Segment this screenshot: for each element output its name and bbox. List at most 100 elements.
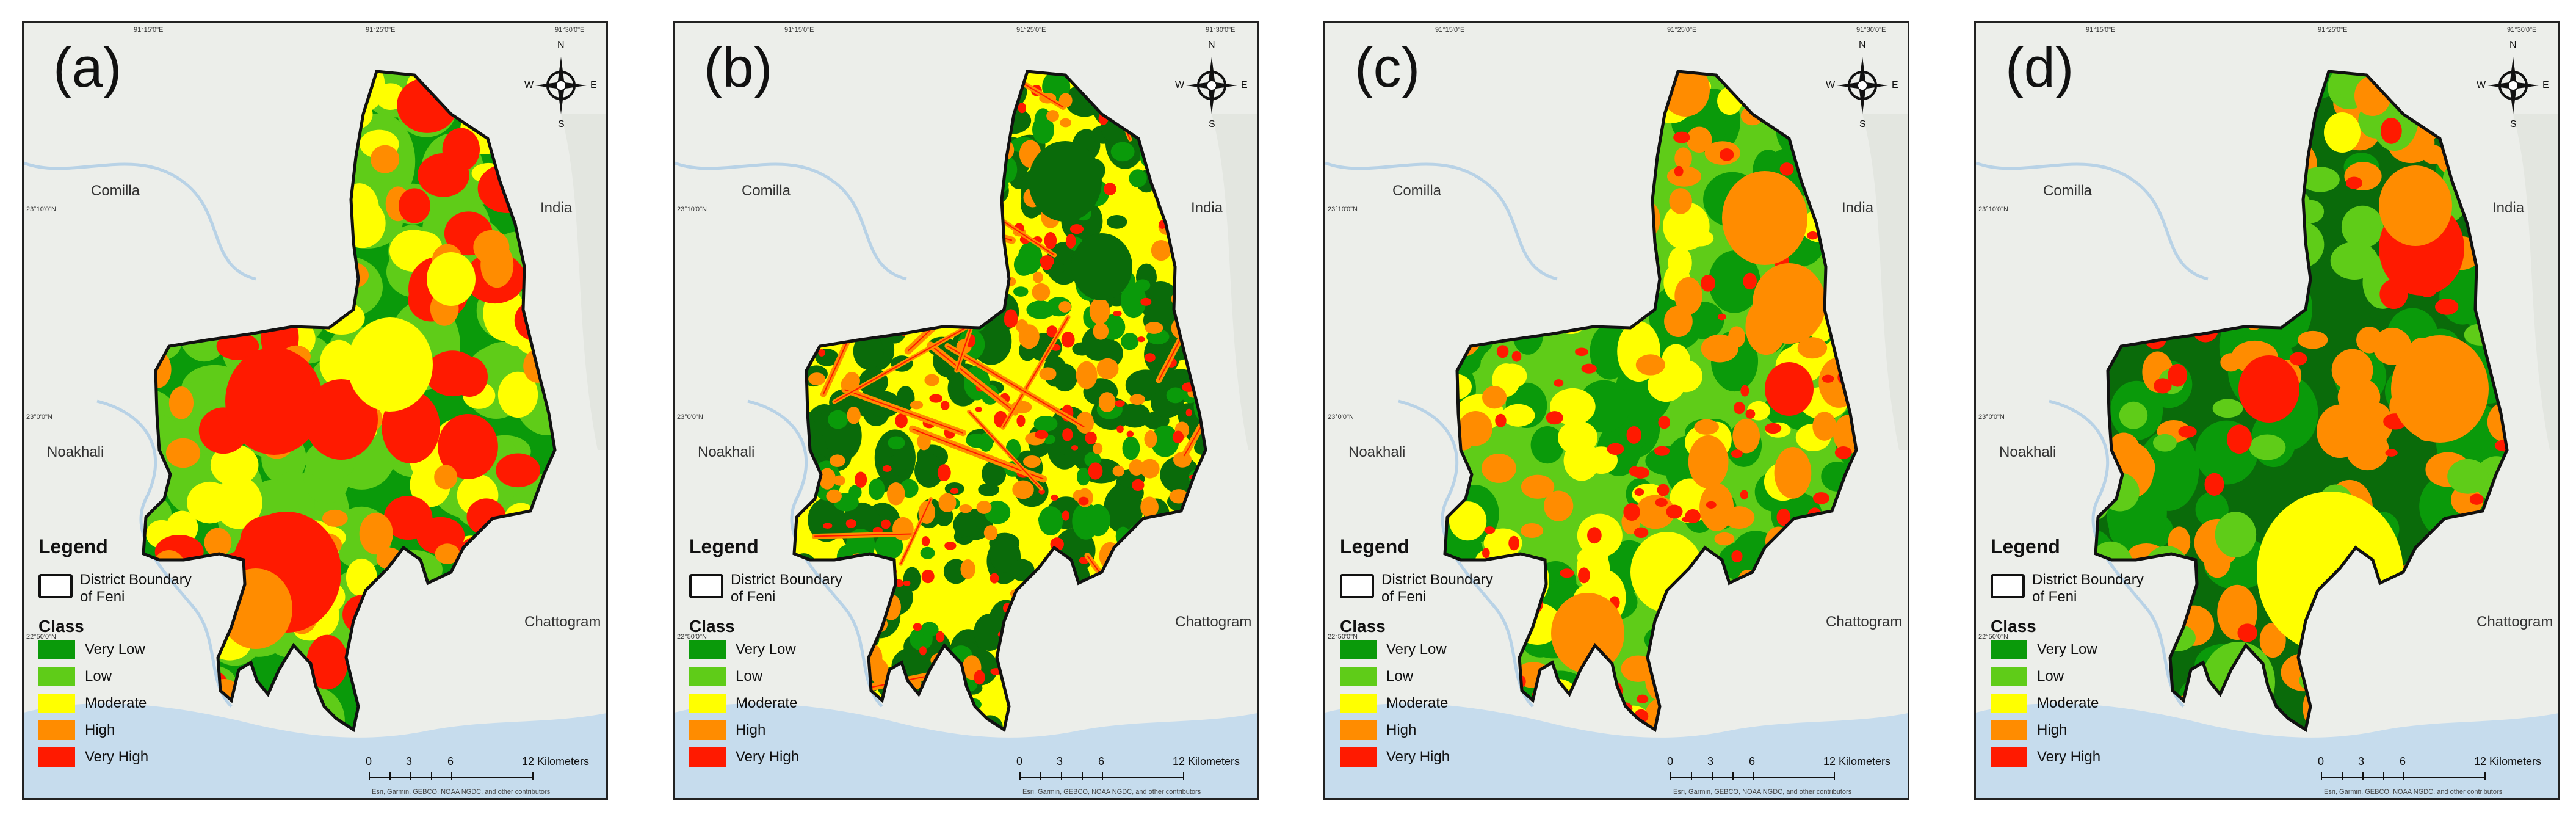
scale-tick-t3: 12 Kilometers	[522, 755, 590, 767]
map-canvas	[1976, 23, 2558, 798]
place-label-chattogram: Chattogram	[1826, 614, 1903, 630]
coordinate-tick: 23°0'0"N	[1328, 413, 1354, 421]
class-patch	[1121, 282, 1146, 319]
legend-swatch	[1340, 720, 1377, 740]
class-patch	[2259, 622, 2286, 658]
class-patch	[1694, 419, 1719, 435]
class-patch	[1740, 490, 1748, 500]
class-region	[1765, 362, 1814, 416]
class-patch	[1077, 467, 1090, 486]
scale-bar-graphic	[2321, 772, 2486, 780]
class-patch	[2127, 452, 2155, 483]
north-arrow: N S W E	[1175, 40, 1248, 131]
class-patch	[2178, 426, 2197, 438]
class-patch	[881, 519, 891, 529]
legend-swatch	[38, 694, 75, 713]
class-patch	[920, 546, 935, 559]
class-patch	[1093, 322, 1109, 340]
north-arrow: N S W E	[2477, 40, 2550, 131]
legend-swatch	[1991, 720, 2027, 740]
coordinate-tick: 22°50'0"N	[1978, 633, 2008, 640]
compass-s: S	[2510, 119, 2517, 129]
coordinate-tick: 91°25'0"E	[2318, 26, 2348, 34]
class-patch	[1634, 527, 1649, 539]
corridor-core	[930, 344, 1016, 413]
legend-boundary-label: District Boundary of Feni	[731, 571, 842, 606]
class-patch	[1033, 415, 1058, 432]
class-patch	[1194, 440, 1206, 455]
hill-shade	[2513, 114, 2558, 450]
compass-icon	[2487, 57, 2539, 114]
class-patch	[2152, 434, 2177, 452]
class-patch	[1088, 462, 1103, 480]
class-patch	[1657, 484, 1670, 496]
legend-class-row: Very High	[1991, 744, 2210, 771]
legend-boundary-line2: of Feni	[1381, 589, 1427, 605]
legend-title: Legend	[1991, 535, 2060, 557]
class-patch	[2195, 492, 2229, 528]
scale-tick-t1: 3	[406, 755, 413, 767]
map-panel-c: (c) Comilla India Noakhali Chattogram N S W E Leg…	[1323, 21, 1909, 800]
class-patch	[1140, 496, 1159, 518]
class-patch	[1449, 501, 1487, 541]
class-patch	[1717, 313, 1726, 321]
class-patch	[1058, 301, 1071, 313]
coordinate-tick: 91°15'0"E	[1435, 26, 1465, 34]
coordinate-tick: 22°50'0"N	[1328, 633, 1358, 640]
place-label-noakhali: Noakhali	[1999, 444, 2057, 460]
class-patch	[1706, 501, 1717, 509]
class-region	[2324, 112, 2361, 153]
coordinate-tick: 91°25'0"E	[1016, 26, 1046, 34]
class-patch	[976, 500, 992, 514]
legend-class-label: Very Low	[1386, 641, 1447, 658]
class-patch	[1018, 103, 1026, 114]
class-patch	[1046, 110, 1059, 122]
hill-shade	[561, 114, 606, 450]
scale-tick-t0: 0	[2318, 755, 2325, 767]
place-label-comilla: Comilla	[1392, 183, 1442, 199]
compass-s: S	[1859, 119, 1866, 129]
class-patch	[1145, 353, 1156, 363]
class-patch	[438, 413, 498, 479]
class-patch	[818, 349, 825, 357]
class-patch	[1015, 319, 1029, 333]
map-canvas	[675, 23, 1257, 798]
class-patch	[1113, 310, 1122, 317]
class-patch	[306, 634, 348, 690]
coordinate-tick: 23°0'0"N	[1978, 413, 2005, 421]
legend-boundary-row: District Boundary of Feni	[1991, 571, 2210, 606]
class-patch	[165, 438, 201, 468]
class-patch	[823, 523, 833, 529]
coordinate-tick: 91°15'0"E	[784, 26, 814, 34]
class-patch	[990, 573, 999, 584]
class-patch	[2494, 440, 2507, 452]
class-patch	[1125, 369, 1166, 401]
class-region	[1551, 593, 1624, 673]
class-patch	[214, 476, 262, 529]
attribution-credit: Esri, Garmin, GEBCO, NOAA NGDC, and othe…	[372, 788, 551, 796]
class-patch	[828, 410, 848, 429]
class-patch	[914, 453, 944, 488]
class-patch	[1044, 231, 1057, 249]
class-patch	[1634, 488, 1644, 496]
legend-boundary-swatch	[1991, 574, 2025, 598]
class-patch	[1669, 188, 1692, 214]
compass-w: W	[1826, 80, 1836, 90]
hill-shade	[1862, 114, 1908, 450]
class-patch	[1701, 334, 1738, 363]
class-patch	[442, 128, 480, 172]
class-patch	[1145, 322, 1163, 334]
coordinate-tick: 22°50'0"N	[677, 633, 707, 640]
scale-tick-t0: 0	[1667, 755, 1674, 767]
class-patch	[1062, 510, 1070, 521]
class-patch	[1151, 239, 1171, 261]
class-patch	[1116, 425, 1124, 434]
attribution-credit: Esri, Garmin, GEBCO, NOAA NGDC, and othe…	[1673, 788, 1852, 796]
class-patch	[1098, 392, 1116, 413]
class-patch	[434, 465, 458, 490]
class-patch	[1643, 504, 1672, 527]
class-patch	[480, 242, 514, 288]
class-patch	[983, 525, 998, 541]
class-patch	[886, 455, 906, 476]
class-patch	[975, 407, 982, 412]
